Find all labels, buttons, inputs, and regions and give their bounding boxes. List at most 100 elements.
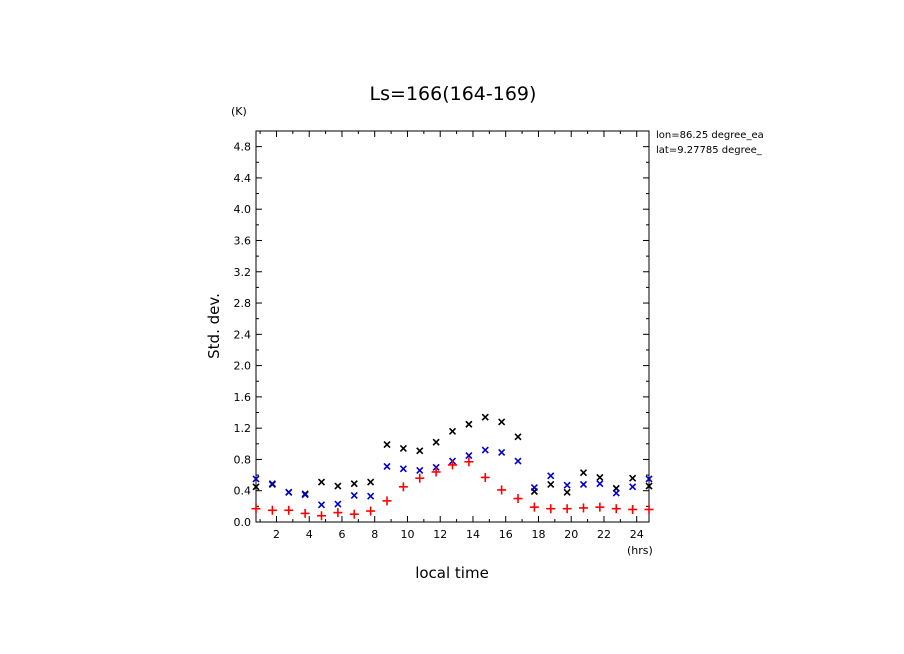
data-point	[398, 482, 408, 492]
data-point-stroke	[252, 483, 260, 491]
data-point	[317, 511, 326, 521]
data-point	[399, 465, 407, 473]
data-point	[334, 500, 342, 508]
y-unit-label: (K)	[231, 105, 247, 118]
data-point	[285, 488, 293, 496]
data-point	[579, 469, 588, 477]
data-point	[252, 475, 260, 483]
data-point	[563, 481, 571, 489]
data-point	[481, 446, 489, 454]
data-point-stroke	[301, 491, 309, 499]
data-point-stroke	[367, 492, 375, 500]
data-point	[334, 482, 342, 490]
x-tick-label: 22	[597, 528, 611, 541]
data-point-stroke	[252, 475, 260, 483]
data-point-stroke	[399, 444, 407, 453]
data-point-stroke	[317, 478, 326, 486]
data-point-stroke	[317, 501, 326, 509]
x-tick-label: 24	[630, 528, 644, 541]
x-tick-label: 10	[400, 528, 414, 541]
data-point	[513, 494, 523, 504]
data-point	[514, 433, 522, 441]
data-point	[546, 504, 556, 514]
y-axis-label: Std. dev.	[205, 293, 223, 359]
data-point	[547, 472, 555, 480]
data-point-stroke	[432, 463, 440, 471]
x-axis-label: local time	[415, 564, 489, 582]
x-tick-label: 20	[564, 528, 578, 541]
data-point-stroke	[629, 483, 637, 491]
data-point-stroke	[612, 489, 620, 497]
x-tick-label: 18	[531, 528, 545, 541]
data-point	[431, 467, 441, 477]
plot-area: 0.0 0.4 0.8 1.2 1.6 2.0 2.4 2.8 3.2 3.6 4.0 4.4 4.8 2…	[234, 130, 654, 541]
data-point	[629, 474, 637, 482]
data-point	[284, 505, 294, 515]
data-point	[350, 480, 358, 488]
data-point	[448, 460, 457, 470]
data-point-stroke	[350, 480, 358, 488]
data-point-stroke	[514, 433, 522, 441]
data-point	[645, 482, 653, 490]
data-point	[399, 444, 407, 453]
data-point	[416, 466, 424, 474]
data-point	[628, 504, 638, 514]
x-tick-label: 12	[433, 528, 447, 541]
data-point	[416, 447, 424, 455]
data-point-stroke	[596, 480, 604, 488]
data-point	[644, 504, 654, 514]
x-tick-label: 14	[466, 528, 480, 541]
data-point-stroke	[465, 451, 473, 460]
data-point	[349, 509, 359, 519]
data-point	[530, 484, 538, 492]
data-point-stroke	[481, 413, 489, 421]
data-point	[579, 503, 588, 513]
data-point-stroke	[498, 418, 506, 426]
data-point	[367, 478, 375, 486]
axes-layer: 0.0 0.4 0.8 1.2 1.6 2.0 2.4 2.8 3.2 3.6 4.0 4.4 4.8 2…	[234, 131, 649, 541]
data-point	[366, 506, 376, 516]
data-point-stroke	[645, 482, 653, 490]
data-point-stroke	[596, 473, 604, 481]
y-tick-label: 4.0	[234, 203, 252, 216]
y-tick-label: 1.2	[234, 422, 252, 435]
data-point-stroke	[399, 465, 407, 473]
data-point	[612, 489, 620, 497]
series-0	[252, 413, 653, 498]
data-point	[498, 418, 506, 426]
y-tick-label: 2.4	[234, 328, 252, 341]
data-point-stroke	[367, 478, 375, 486]
data-point	[383, 441, 391, 449]
x-tick-label: 8	[371, 528, 378, 541]
y-tick-label: 4.8	[234, 141, 252, 154]
data-point	[300, 508, 310, 518]
x-tick-label: 16	[499, 528, 513, 541]
data-point-stroke	[334, 500, 342, 508]
data-point-stroke	[579, 480, 588, 489]
data-point-stroke	[547, 472, 555, 480]
y-tick-label: 0.0	[234, 516, 252, 529]
data-point	[383, 462, 391, 471]
data-point	[595, 502, 605, 512]
data-point-stroke	[334, 482, 342, 490]
y-tick-label: 2.0	[234, 360, 252, 373]
data-point	[645, 475, 653, 483]
data-point	[382, 496, 392, 506]
data-point-stroke	[645, 475, 653, 483]
data-point	[415, 473, 425, 483]
data-point	[497, 485, 507, 495]
data-point	[317, 478, 326, 486]
data-point	[498, 448, 506, 456]
data-point	[547, 480, 555, 489]
annotation-lat: lat=9.27785 degree_	[656, 145, 763, 156]
data-point-stroke	[498, 448, 506, 456]
data-point	[367, 492, 375, 500]
data-point-stroke	[350, 491, 358, 499]
data-point	[514, 457, 522, 465]
y-tick-label: 2.8	[234, 297, 252, 310]
data-point	[596, 480, 604, 488]
y-tick-label: 0.8	[234, 453, 252, 466]
series-1	[252, 446, 653, 509]
data-point	[432, 463, 440, 471]
